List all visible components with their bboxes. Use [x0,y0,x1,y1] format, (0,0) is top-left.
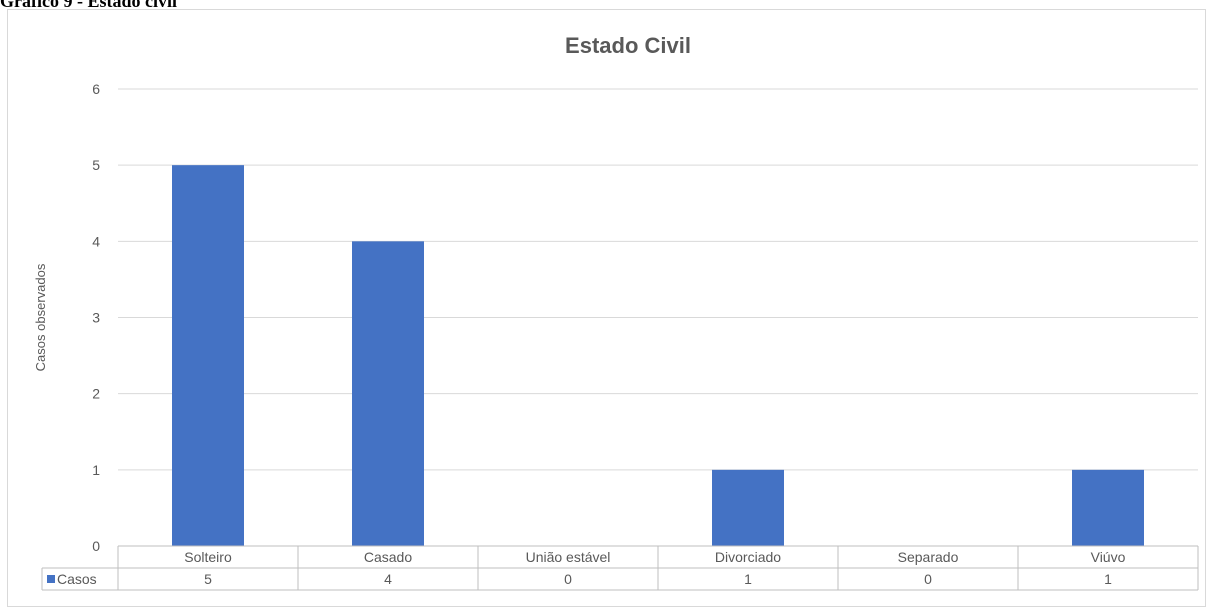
y-axis-label: Casos observados [33,263,48,371]
figure-caption: Gráfico 9 - Estado civil [0,0,177,11]
y-tick-label: 4 [92,233,100,249]
data-label: 1 [744,571,752,587]
x-category-label: União estável [526,549,611,565]
legend-series-name: Casos [57,571,97,587]
x-category-label: Viúvo [1091,549,1126,565]
y-tick-label: 2 [92,386,100,402]
bar-chart: Estado Civil 0 1 2 3 4 5 6 Casos observados Solte… [33,33,1199,591]
data-label: 0 [564,571,572,587]
bar-1 [172,165,244,546]
legend-swatch [47,575,55,583]
y-tick-label: 5 [92,157,100,173]
x-category-label: Casado [364,549,412,565]
x-category-label: Divorciado [715,549,781,565]
bar-2 [352,241,424,547]
chart-frame: Estado Civil 0 1 2 3 4 5 6 Casos observados Solte… [7,9,1206,607]
data-label: 0 [924,571,932,587]
x-category-label: Solteiro [184,549,232,565]
data-label: 5 [204,571,212,587]
y-tick-label: 3 [92,310,100,326]
data-label: 4 [384,571,392,587]
chart-title: Estado Civil [565,33,691,58]
bar-6 [1072,469,1144,546]
y-tick-label: 1 [92,462,100,478]
y-tick-label: 0 [92,538,100,554]
bar-4 [712,469,784,546]
data-label: 1 [1104,571,1112,587]
x-category-label: Separado [898,549,959,565]
y-tick-label: 6 [92,81,100,97]
